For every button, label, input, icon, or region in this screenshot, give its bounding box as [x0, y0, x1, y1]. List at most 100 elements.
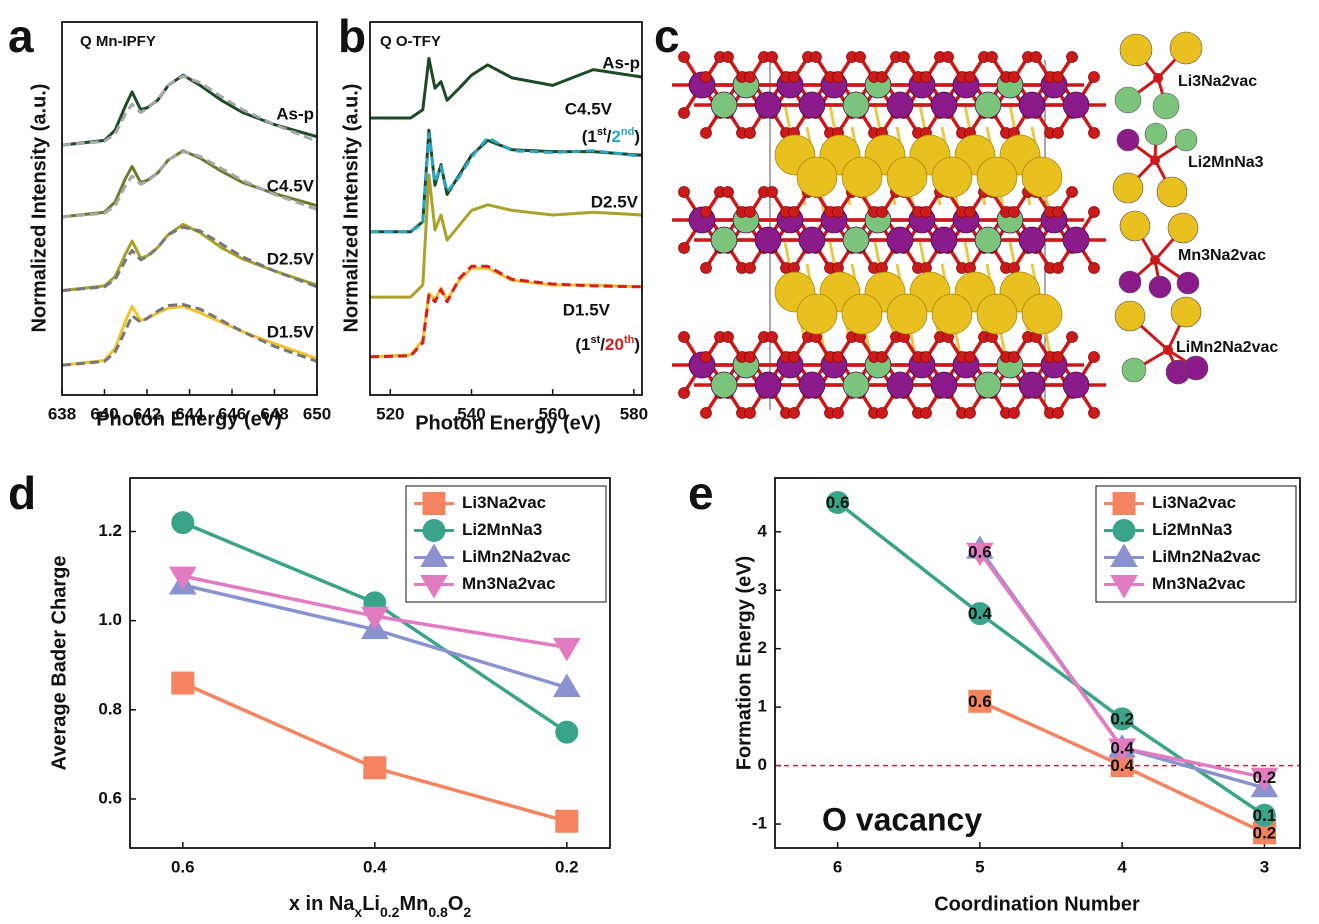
oxygen-atom	[723, 52, 734, 63]
oxygen-atom	[855, 52, 866, 63]
x-axis-label: Coordination Number	[934, 893, 1140, 915]
metal-atom	[931, 227, 957, 253]
metal-atom	[931, 92, 957, 118]
oxygen-atom	[701, 72, 712, 83]
point-note: 0.4	[1110, 739, 1134, 758]
legend-label: LiMn2Na2vac	[462, 547, 571, 566]
line	[370, 130, 642, 232]
oxygen-atom	[877, 408, 888, 419]
y-axis-label: Average Bader Charge	[48, 556, 70, 771]
point-note: 0.2	[1253, 768, 1277, 787]
oxygen-atom	[745, 408, 756, 419]
point-note: 0.2	[1110, 709, 1134, 728]
oxygen-atom	[1053, 408, 1064, 419]
atom	[1171, 297, 1201, 327]
x-tick-label: 648	[260, 404, 288, 423]
oxygen-atom	[877, 72, 888, 83]
oxygen-atom	[1009, 207, 1020, 218]
metal-atom	[1063, 372, 1089, 398]
atom	[1153, 93, 1179, 119]
oxygen-atom	[1009, 408, 1020, 419]
line	[183, 683, 567, 821]
metal-atom	[975, 372, 1001, 398]
figure: a Q Mn-IPFY Photon Energy (eV) Normalize…	[0, 0, 1319, 924]
atom	[1113, 173, 1143, 203]
oxygen-atom	[701, 408, 712, 419]
crystal-structure	[672, 32, 1208, 419]
structure-label: Li2MnNa3	[1188, 154, 1264, 171]
oxygen-atom	[811, 52, 822, 63]
sodium-atom	[932, 157, 972, 197]
atom	[1149, 276, 1171, 298]
oxygen-atom	[745, 352, 756, 363]
marker	[172, 672, 194, 694]
atom	[1115, 301, 1145, 331]
oxygen-atom	[877, 207, 888, 218]
legend-label: Li3Na2vac	[1152, 493, 1236, 512]
panel-label: c	[654, 10, 680, 62]
legend-label: Mn3Na2vac	[462, 574, 556, 593]
y-tick-label: 1	[758, 697, 767, 716]
oxygen-atom	[899, 52, 910, 63]
metal-atom	[755, 227, 781, 253]
oxygen-atom	[1009, 352, 1020, 363]
oxygen-atom	[701, 352, 712, 363]
series-label: As-p	[602, 53, 640, 72]
oxygen-atom	[1031, 52, 1042, 63]
sodium-atom	[977, 157, 1017, 197]
oxygen-atom	[1053, 72, 1064, 83]
oxygen-atom	[921, 207, 932, 218]
annotation: (1st/2nd)	[582, 126, 640, 147]
atom	[1145, 123, 1167, 145]
x-tick-label: 5	[975, 857, 984, 876]
atom	[1117, 129, 1139, 151]
atom	[1120, 34, 1152, 66]
oxygen-atom	[1089, 263, 1100, 274]
structure-label: LiMn2Na2vac	[1176, 339, 1278, 356]
oxygen-atom	[679, 108, 690, 119]
x-tick-label: 560	[538, 404, 566, 423]
oxygen-atom	[789, 408, 800, 419]
x-tick-label: 0.2	[555, 857, 579, 876]
metal-atom	[755, 92, 781, 118]
atom	[1175, 129, 1197, 151]
x-axis-label: x in NaxLi0.2Mn0.8O2	[289, 893, 472, 919]
metal-atom	[843, 372, 869, 398]
oxygen-atom	[833, 207, 844, 218]
oxygen-atom	[679, 388, 690, 399]
atom	[1170, 32, 1202, 64]
chart: 638640642644646648650As-pC4.5VD2.5VD1.5V	[48, 22, 331, 423]
x-tick-label: 6	[833, 857, 842, 876]
y-tick-label: 3	[758, 580, 767, 599]
oxygen-atom	[1067, 52, 1078, 63]
oxygen-atom	[679, 332, 690, 343]
legend-label: Mn3Na2vac	[1152, 574, 1246, 593]
point-note: 0.4	[1110, 756, 1134, 775]
oxygen-atom	[745, 263, 756, 274]
x-tick-label: 0.4	[363, 857, 387, 876]
oxygen-atom	[701, 207, 712, 218]
oxygen-atom	[679, 243, 690, 254]
oxygen-atom	[767, 332, 778, 343]
legend-marker	[423, 520, 445, 542]
metal-atom	[799, 372, 825, 398]
point-note: 0.1	[1253, 806, 1277, 825]
metal-atom	[711, 92, 737, 118]
oxygen-atom	[987, 52, 998, 63]
oxygen-atom	[1053, 128, 1064, 139]
annotation: (1st/20th)	[575, 334, 640, 355]
atom	[1177, 272, 1199, 294]
panel-label: d	[8, 467, 36, 519]
oxygen-atom	[1089, 352, 1100, 363]
sodium-atom	[1022, 157, 1062, 197]
oxygen-atom	[679, 52, 690, 63]
oxygen-atom	[789, 207, 800, 218]
oxygen-atom	[723, 332, 734, 343]
metal-atom	[887, 92, 913, 118]
metal-atom	[931, 372, 957, 398]
x-tick-label: 646	[218, 404, 246, 423]
marker	[554, 638, 580, 660]
y-axis-label: Normalized Intensity (a.u.)	[28, 84, 50, 333]
sodium-atom	[1022, 294, 1062, 334]
